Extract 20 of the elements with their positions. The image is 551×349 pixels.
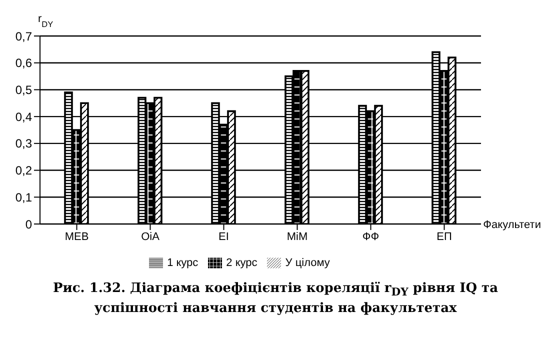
y-tick-label: 0,2	[15, 164, 32, 178]
x-axis-title: Факультети	[483, 219, 541, 231]
y-tick-label: 0,4	[15, 110, 32, 124]
y-tick-label: 0,7	[15, 29, 32, 44]
x-tick-label: ОіА	[141, 230, 160, 243]
y-tick-label: 0	[25, 217, 32, 232]
legend-label: 1 курс	[167, 256, 198, 269]
x-tick-label: МіМ	[286, 230, 308, 243]
x-tick-label: ФФ	[362, 230, 380, 243]
y-tick-label: 0,6	[15, 56, 32, 70]
legend-label: 2 курс	[226, 256, 258, 269]
text: Рис. 1.32. Діаграма коефіцієнтів кореляції r$_{DY}$ рівня IQ та успішності навчання студентів на факультетах	[52, 280, 500, 318]
x-tick-label: МЕВ	[64, 230, 89, 243]
y-tick-label: 0,3	[15, 136, 32, 151]
y-tick-label: 0,1	[15, 190, 32, 204]
x-tick-label: ЕІ	[218, 230, 229, 243]
x-tick-label: ЕП	[436, 230, 452, 243]
y-axis-title: r$_{DY}$	[38, 13, 54, 28]
y-tick-label: 0,5	[15, 82, 32, 97]
legend-label: У цілому	[285, 256, 330, 269]
